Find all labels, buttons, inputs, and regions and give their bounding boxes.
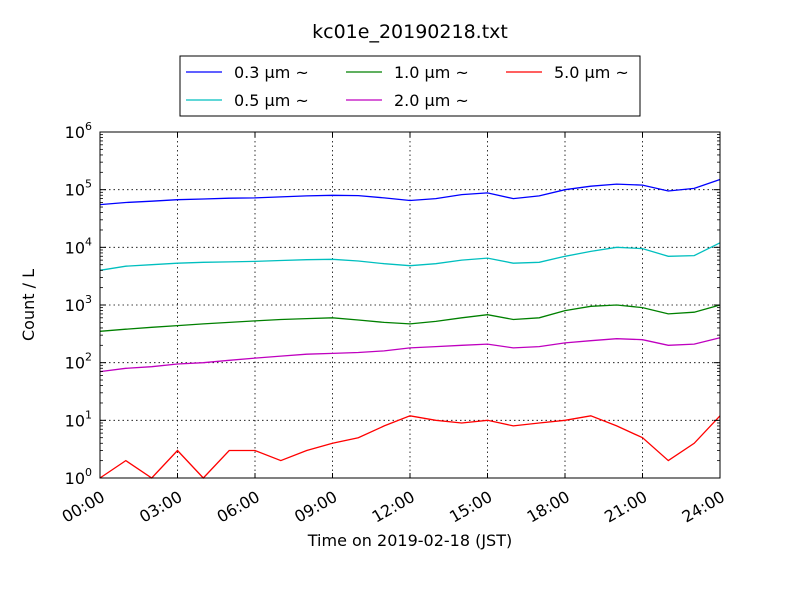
x-tick-label: 06:00 — [214, 487, 263, 527]
legend: 0.3 μm ~ 0.5 μm ~ 1.0 μm ~ 2.0 μm ~ 5.0 μm ~ — [179, 55, 641, 117]
series-line-2 — [99, 304, 721, 332]
series-line-0 — [99, 178, 721, 206]
y-tick-label: 102 — [65, 351, 92, 373]
y-axis-title: Count / L — [19, 269, 38, 341]
series-line-1 — [99, 242, 721, 271]
x-tick-label: 21:00 — [601, 487, 650, 527]
x-tick-label: 03:00 — [136, 487, 185, 527]
x-tick-label: 15:00 — [446, 487, 495, 527]
legend-label: 1.0 μm ~ — [394, 63, 469, 82]
x-tick-label: 00:00 — [59, 487, 108, 527]
y-tick-label: 103 — [65, 293, 92, 315]
x-tick-label: 24:00 — [679, 487, 728, 527]
legend-frame — [179, 55, 641, 117]
y-tick-label: 100 — [65, 466, 92, 488]
legend-label: 0.5 μm ~ — [234, 91, 309, 110]
x-tick-label: 18:00 — [524, 487, 573, 527]
y-tick-label: 105 — [65, 178, 92, 200]
x-tick-label: 09:00 — [291, 487, 340, 527]
legend-label: 5.0 μm ~ — [554, 63, 629, 82]
y-tick-label: 101 — [65, 408, 92, 430]
legend-label: 2.0 μm ~ — [394, 91, 469, 110]
y-tick-label: 104 — [65, 235, 92, 257]
series-line-3 — [99, 337, 721, 373]
x-axis-title: Time on 2019-02-18 (JST) — [307, 531, 512, 550]
chart-title: kc01e_20190218.txt — [312, 21, 508, 43]
series-layer — [99, 178, 721, 479]
y-tick-label: 106 — [65, 120, 92, 142]
legend-label: 0.3 μm ~ — [234, 63, 309, 82]
x-tick-label: 12:00 — [369, 487, 418, 527]
